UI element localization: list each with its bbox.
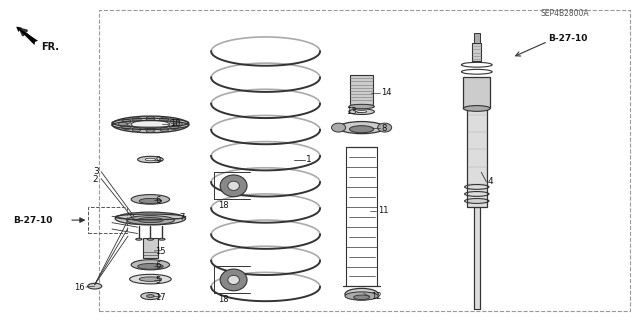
Ellipse shape bbox=[147, 238, 154, 240]
Circle shape bbox=[132, 127, 141, 132]
Circle shape bbox=[118, 122, 127, 127]
Text: 10: 10 bbox=[170, 119, 180, 128]
Circle shape bbox=[173, 122, 182, 127]
Ellipse shape bbox=[140, 277, 161, 281]
Text: 18: 18 bbox=[218, 201, 228, 210]
Ellipse shape bbox=[463, 106, 490, 111]
Bar bbox=[472, 43, 481, 61]
Text: 11: 11 bbox=[378, 206, 388, 215]
Text: 3: 3 bbox=[93, 167, 99, 176]
Bar bbox=[474, 207, 480, 309]
Text: 16: 16 bbox=[74, 283, 84, 292]
Text: B-27-10: B-27-10 bbox=[13, 216, 52, 225]
Ellipse shape bbox=[378, 123, 392, 132]
Text: 5: 5 bbox=[156, 276, 161, 285]
Text: 6: 6 bbox=[156, 196, 161, 204]
Text: SEP4B2800A: SEP4B2800A bbox=[541, 9, 589, 18]
Ellipse shape bbox=[140, 198, 161, 204]
Text: FR.: FR. bbox=[42, 42, 60, 52]
Ellipse shape bbox=[138, 218, 163, 223]
Ellipse shape bbox=[339, 122, 385, 134]
Ellipse shape bbox=[345, 292, 378, 300]
Text: 6: 6 bbox=[156, 261, 161, 270]
Ellipse shape bbox=[356, 111, 367, 113]
Ellipse shape bbox=[115, 212, 186, 225]
Ellipse shape bbox=[228, 181, 239, 190]
Text: 1: 1 bbox=[306, 155, 312, 164]
Ellipse shape bbox=[129, 274, 172, 284]
Text: B-27-10: B-27-10 bbox=[548, 34, 588, 43]
Ellipse shape bbox=[353, 295, 370, 300]
Text: 15: 15 bbox=[156, 247, 166, 256]
Ellipse shape bbox=[141, 293, 160, 300]
Text: 7: 7 bbox=[179, 213, 184, 222]
Ellipse shape bbox=[145, 158, 156, 161]
Ellipse shape bbox=[112, 116, 189, 133]
Circle shape bbox=[122, 119, 131, 124]
Circle shape bbox=[122, 125, 131, 130]
Bar bbox=[350, 75, 373, 107]
Circle shape bbox=[146, 116, 155, 121]
Text: 14: 14 bbox=[381, 88, 392, 97]
Text: 12: 12 bbox=[371, 292, 381, 301]
Circle shape bbox=[132, 117, 141, 122]
Ellipse shape bbox=[349, 104, 374, 109]
Ellipse shape bbox=[220, 269, 247, 291]
Bar bbox=[143, 238, 158, 258]
Ellipse shape bbox=[349, 126, 374, 133]
Ellipse shape bbox=[220, 175, 247, 197]
Bar bbox=[474, 33, 480, 43]
Ellipse shape bbox=[138, 263, 163, 269]
Ellipse shape bbox=[159, 238, 165, 240]
Text: 17: 17 bbox=[156, 293, 166, 302]
Bar bbox=[88, 207, 127, 233]
Circle shape bbox=[146, 128, 155, 132]
Ellipse shape bbox=[136, 238, 142, 240]
Ellipse shape bbox=[131, 120, 170, 129]
Bar bbox=[467, 108, 487, 207]
Text: 18: 18 bbox=[218, 295, 228, 304]
Ellipse shape bbox=[131, 195, 170, 204]
Ellipse shape bbox=[349, 109, 374, 115]
Ellipse shape bbox=[126, 216, 174, 225]
Circle shape bbox=[160, 117, 169, 122]
Circle shape bbox=[170, 119, 179, 124]
Text: 4: 4 bbox=[488, 177, 493, 186]
Text: 9: 9 bbox=[156, 156, 161, 165]
Ellipse shape bbox=[332, 123, 346, 132]
Ellipse shape bbox=[147, 295, 154, 297]
Circle shape bbox=[159, 127, 169, 132]
Text: 8: 8 bbox=[381, 124, 387, 133]
Ellipse shape bbox=[345, 288, 378, 300]
Ellipse shape bbox=[228, 275, 239, 285]
Ellipse shape bbox=[138, 156, 163, 163]
Circle shape bbox=[170, 125, 179, 130]
Text: 13: 13 bbox=[346, 107, 356, 116]
Bar bbox=[99, 10, 630, 311]
Ellipse shape bbox=[88, 283, 102, 289]
Text: 2: 2 bbox=[93, 175, 99, 184]
Ellipse shape bbox=[131, 260, 170, 270]
Bar bbox=[463, 77, 490, 108]
